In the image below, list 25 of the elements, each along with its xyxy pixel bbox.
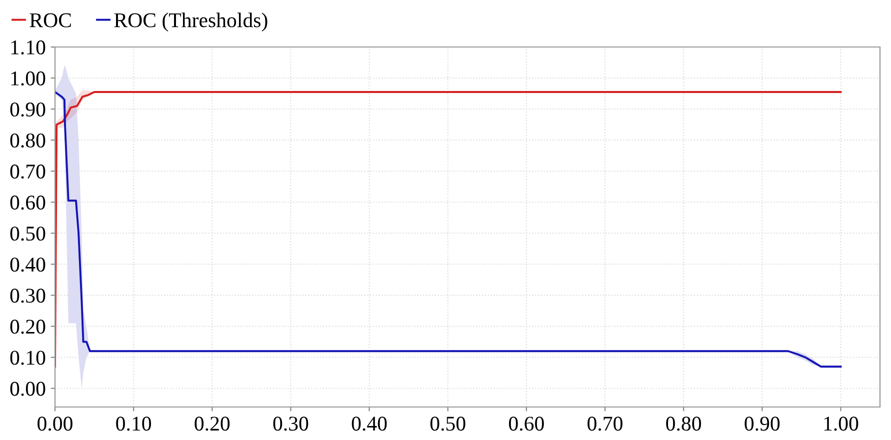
- y-tick-label: 0.30: [10, 288, 46, 303]
- y-tick-label: 0.50: [10, 226, 46, 241]
- x-tick-label: 0.60: [508, 416, 544, 431]
- x-tick-label: 0.10: [116, 416, 152, 431]
- x-tick-label: 0.80: [666, 416, 702, 431]
- x-tick-label: 0.50: [430, 416, 466, 431]
- x-tick-label: 0.30: [273, 416, 308, 431]
- y-tick-label: 0.20: [10, 320, 46, 334]
- x-tick-label: 0.00: [38, 416, 72, 431]
- y-tick-label: 0.60: [10, 196, 46, 210]
- legend-label: ROC (Thresholds): [114, 12, 268, 32]
- x-tick-label: 0.40: [352, 416, 387, 431]
- y-tick-label: 0.10: [10, 350, 46, 365]
- y-tick-label: 0.80: [10, 133, 46, 148]
- x-tick-label: 0.20: [194, 416, 230, 431]
- x-tick-label: 0.90: [744, 416, 780, 431]
- y-tick-label: 0.90: [10, 102, 46, 117]
- y-tick-label: 1.00: [11, 71, 46, 86]
- legend-label: ROC: [30, 13, 71, 28]
- y-tick-label: 0.40: [10, 258, 46, 272]
- y-tick-label: 1.10: [11, 40, 46, 55]
- y-tick-label: 0.70: [10, 164, 46, 179]
- x-tick-label: 1.00: [824, 416, 858, 431]
- y-tick-label: 0.00: [10, 382, 46, 396]
- x-tick-label: 0.70: [588, 416, 622, 431]
